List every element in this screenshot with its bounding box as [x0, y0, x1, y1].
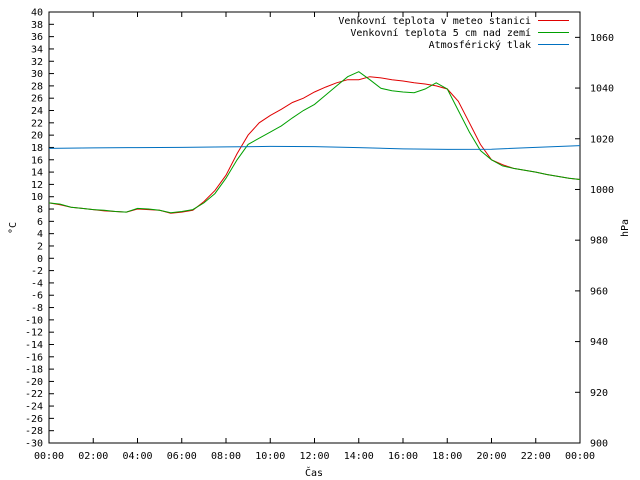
y-left-tick-label: 38 — [31, 20, 43, 31]
x-tick-label: 04:00 — [122, 451, 152, 462]
x-axis-ticks: 00:00 02:00 04:00 06:00 08:00 10:00 12:00 14:00… — [34, 12, 595, 462]
y-left-tick-label: -30 — [25, 439, 43, 450]
x-tick-label: 16:00 — [388, 451, 418, 462]
y-left-tick-label: -10 — [25, 315, 43, 326]
y-right-tick-label: 1040 — [590, 84, 614, 95]
y-left-tick-label: -2 — [31, 266, 43, 277]
y-axis-right-label: hPa — [620, 219, 631, 237]
y-right-tick-label: 1000 — [590, 185, 614, 196]
series-line-1 — [48, 76, 581, 214]
y-left-tick-label: 18 — [31, 143, 43, 154]
y-axis-left-label: °C — [8, 222, 19, 234]
y-left-tick-label: 14 — [31, 168, 43, 179]
y-left-tick-label: 28 — [31, 81, 43, 92]
y-right-tick-label: 980 — [590, 236, 608, 247]
y-left-tick-label: -26 — [25, 414, 43, 425]
y-left-tick-label: -16 — [25, 352, 43, 363]
y-axis-right-ticks: 1060 1040 1020 1000 980 960 940 920 900 — [575, 33, 614, 450]
series-lines — [48, 71, 581, 214]
x-tick-label: 14:00 — [344, 451, 374, 462]
x-axis-label: Čas — [305, 466, 323, 479]
x-tick-label: 20:00 — [476, 451, 506, 462]
x-tick-label: 22:00 — [521, 451, 551, 462]
y-left-tick-label: -8 — [31, 303, 43, 314]
y-left-tick-label: 2 — [37, 241, 43, 252]
series-line-3 — [48, 145, 581, 150]
y-left-tick-label: 40 — [31, 8, 43, 19]
y-left-tick-label: 36 — [31, 32, 43, 43]
x-tick-label: 06:00 — [167, 451, 197, 462]
y-right-tick-label: 1060 — [590, 33, 614, 44]
y-left-tick-label: 8 — [37, 205, 43, 216]
series-line-2 — [48, 71, 581, 214]
x-tick-label: 10:00 — [255, 451, 285, 462]
x-tick-label: 00:00 — [565, 451, 595, 462]
y-left-tick-label: 4 — [37, 229, 43, 240]
y-left-tick-label: 16 — [31, 155, 43, 166]
y-left-tick-label: -18 — [25, 365, 43, 376]
legend-label-3: Atmosférický tlak — [429, 39, 531, 51]
y-left-tick-label: -12 — [25, 328, 43, 339]
y-left-tick-label: 30 — [31, 69, 43, 80]
y-axis-left-ticks: 4038363432302826242220181614121086420-2-… — [25, 8, 54, 450]
y-right-tick-label: 920 — [590, 388, 608, 399]
y-left-tick-label: 10 — [31, 192, 43, 203]
y-left-tick-label: -22 — [25, 389, 43, 400]
y-left-tick-label: 26 — [31, 94, 43, 105]
legend: Venkovní teplota v meteo staniciVenkovní… — [338, 15, 569, 51]
y-left-tick-label: 20 — [31, 131, 43, 142]
y-right-tick-label: 900 — [590, 439, 608, 450]
x-tick-label: 02:00 — [78, 451, 108, 462]
y-left-tick-label: -28 — [25, 426, 43, 437]
y-right-tick-label: 1020 — [590, 134, 614, 145]
x-tick-label: 12:00 — [299, 451, 329, 462]
y-left-tick-label: 24 — [31, 106, 43, 117]
y-right-tick-label: 940 — [590, 337, 608, 348]
y-left-tick-label: -24 — [25, 402, 43, 413]
y-left-tick-label: 32 — [31, 57, 43, 68]
y-left-tick-label: 34 — [31, 44, 43, 55]
y-left-tick-label: -4 — [31, 278, 43, 289]
plot-frame — [48, 11, 581, 444]
y-right-tick-label: 960 — [590, 286, 608, 297]
y-left-tick-label: 22 — [31, 118, 43, 129]
y-left-tick-label: 0 — [37, 254, 43, 265]
y-left-tick-label: -20 — [25, 377, 43, 388]
legend-label-2: Venkovní teplota 5 cm nad zemí — [350, 27, 531, 39]
x-tick-label: 18:00 — [432, 451, 462, 462]
y-left-tick-label: 12 — [31, 180, 43, 191]
y-left-tick-label: -6 — [31, 291, 43, 302]
x-tick-label: 08:00 — [211, 451, 241, 462]
y-left-tick-label: -14 — [25, 340, 43, 351]
y-left-tick-label: 6 — [37, 217, 43, 228]
x-tick-label: 00:00 — [34, 451, 64, 462]
legend-label-1: Venkovní teplota v meteo stanici — [338, 15, 531, 27]
